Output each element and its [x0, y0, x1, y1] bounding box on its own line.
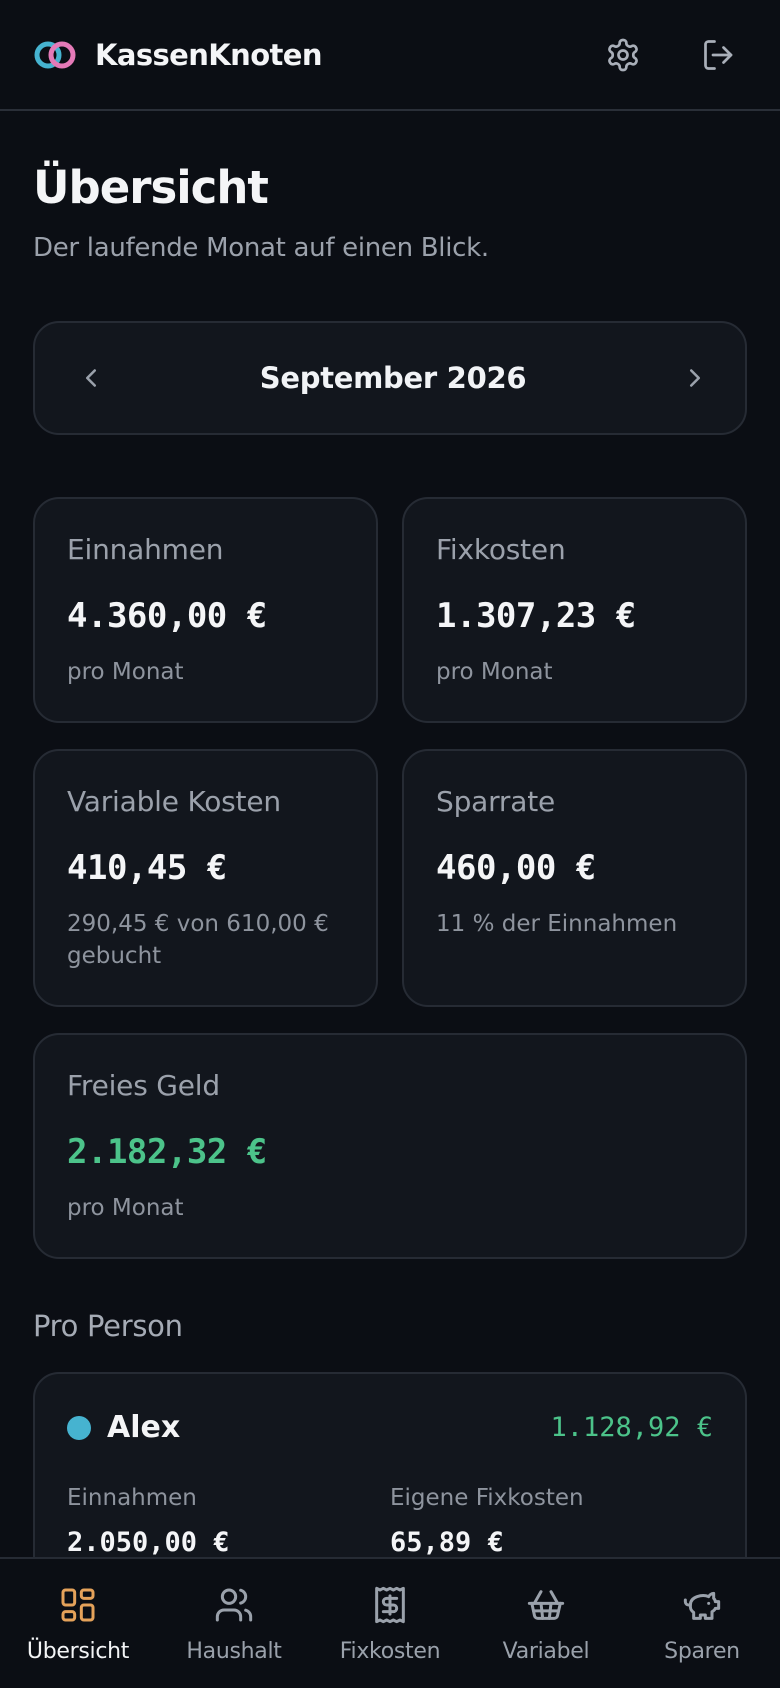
logout-icon: [704, 39, 733, 70]
fixed-costs-value: 1.307,23 €: [436, 596, 636, 636]
free-money-label: Freies Geld: [67, 1069, 220, 1102]
savings-rate-note: 11 % der Einnahmen: [436, 911, 678, 937]
current-month-label: September 2026: [259, 360, 527, 395]
page-title: Übersicht: [33, 161, 269, 214]
nav-label-fixed-costs: Fixkosten: [339, 1639, 441, 1664]
main-content: Übersicht Der laufende Monat auf einen B…: [33, 111, 747, 435]
free-money-value: 2.182,32 €: [67, 1132, 267, 1172]
nav-label-variable: Variabel: [502, 1639, 590, 1664]
chevron-left-icon: [86, 368, 96, 387]
fixed-costs-label: Fixkosten: [436, 533, 566, 566]
person-header: Alex 1.128,92 €: [67, 1410, 713, 1445]
logout-button[interactable]: [691, 27, 747, 83]
next-month-button[interactable]: [677, 360, 713, 396]
basket-icon: [526, 1585, 566, 1625]
variable-costs-value: 410,45 €: [67, 848, 227, 888]
person-name: Alex: [107, 1410, 181, 1445]
top-bar: KassenKnoten: [0, 0, 780, 111]
person-fixed-costs-label: Eigene Fixkosten: [390, 1485, 584, 1511]
nav-label-household: Haushalt: [186, 1639, 282, 1664]
free-money-card: Freies Geld 2.182,32 € pro Monat: [33, 1033, 747, 1259]
cards-area: Einnahmen 4.360,00 € pro Monat Fixkosten…: [33, 0, 747, 1632]
fixed-costs-card: Fixkosten 1.307,23 € pro Monat: [402, 497, 747, 723]
linked-rings-logo: [34, 41, 76, 68]
variable-costs-label: Variable Kosten: [67, 785, 281, 818]
brand-name: KassenKnoten: [95, 37, 323, 72]
month-navigator: September 2026: [33, 320, 747, 435]
nav-label-overview: Übersicht: [26, 1639, 130, 1664]
fixed-costs-note: pro Monat: [436, 659, 553, 685]
bottom-navigation: Übersicht Haushalt Fixkosten: [0, 1557, 780, 1688]
person-color-dot: [67, 1415, 91, 1440]
gear-icon: [608, 38, 638, 71]
free-money-note: pro Monat: [67, 1195, 184, 1221]
person-income: Einnahmen 2.050,00 €: [67, 1485, 390, 1558]
person-details: Einnahmen 2.050,00 € Eigene Fixkosten 65…: [67, 1485, 713, 1558]
nav-label-savings: Sparen: [664, 1639, 740, 1664]
nav-item-household[interactable]: Haushalt: [156, 1559, 312, 1688]
page-subtitle: Der laufende Monat auf einen Blick.: [33, 232, 489, 263]
savings-rate-value: 460,00 €: [436, 848, 596, 888]
person-income-label: Einnahmen: [67, 1485, 197, 1511]
person-fixed-costs-value: 65,89 €: [390, 1527, 504, 1558]
settings-button[interactable]: [595, 27, 651, 83]
chevron-right-icon: [690, 368, 700, 387]
person-fixed-costs: Eigene Fixkosten 65,89 €: [390, 1485, 713, 1558]
previous-month-button[interactable]: [73, 360, 109, 396]
per-person-title: Pro Person: [33, 1309, 183, 1343]
nav-item-variable[interactable]: Variabel: [468, 1559, 624, 1688]
users-icon: [214, 1585, 254, 1625]
receipt-icon: [370, 1585, 410, 1625]
nav-item-fixed-costs[interactable]: Fixkosten: [312, 1559, 468, 1688]
nav-item-savings[interactable]: Sparen: [624, 1559, 780, 1688]
income-value: 4.360,00 €: [67, 596, 267, 636]
variable-costs-card: Variable Kosten 410,45 € 290,45 € von 61…: [33, 749, 378, 1007]
income-note: pro Monat: [67, 659, 184, 685]
piggy-bank-icon: [682, 1585, 722, 1625]
savings-rate-card: Sparrate 460,00 € 11 % der Einnahmen: [402, 749, 747, 1007]
income-card: Einnahmen 4.360,00 € pro Monat: [33, 497, 378, 723]
nav-item-overview[interactable]: Übersicht: [0, 1559, 156, 1688]
person-income-value: 2.050,00 €: [67, 1527, 230, 1558]
dashboard-icon: [58, 1585, 98, 1625]
savings-rate-label: Sparrate: [436, 785, 555, 818]
income-label: Einnahmen: [67, 533, 224, 566]
variable-costs-note: 290,45 € von 610,00 € gebucht: [67, 911, 329, 970]
person-free-amount: 1.128,92 €: [550, 1412, 713, 1443]
